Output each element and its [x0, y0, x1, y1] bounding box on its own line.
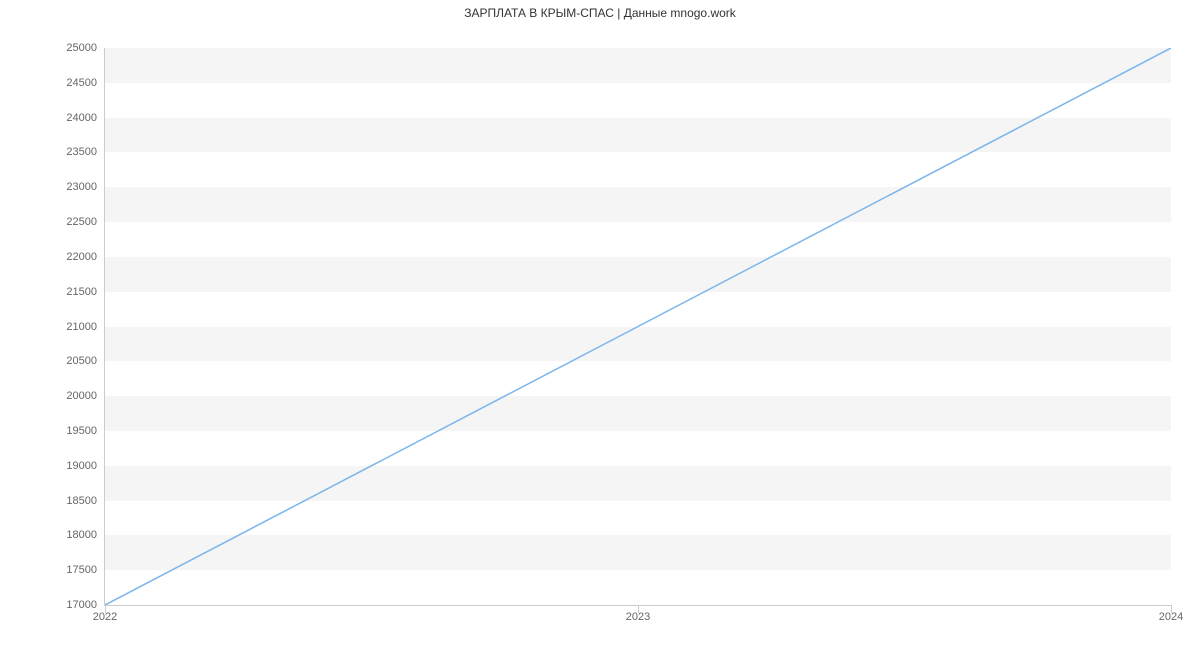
x-tick-label: 2022 [93, 611, 117, 623]
x-tick-label: 2024 [1159, 611, 1183, 623]
y-tick-label: 24500 [66, 77, 97, 89]
salary-chart: ЗАРПЛАТА В КРЫМ-СПАС | Данные mnogo.work… [0, 0, 1200, 650]
y-tick-label: 17000 [66, 599, 97, 611]
y-tick-label: 22500 [66, 216, 97, 228]
y-tick-label: 20000 [66, 390, 97, 402]
y-tick-label: 19500 [66, 425, 97, 437]
y-tick-label: 23500 [66, 146, 97, 158]
y-tick-label: 22000 [66, 251, 97, 263]
y-tick-label: 19000 [66, 460, 97, 472]
y-tick-label: 17500 [66, 564, 97, 576]
x-tick-label: 2023 [626, 611, 650, 623]
data-line [105, 48, 1171, 605]
y-tick-label: 18000 [66, 529, 97, 541]
y-tick-label: 21000 [66, 321, 97, 333]
y-tick-label: 23000 [66, 181, 97, 193]
y-tick-label: 21500 [66, 286, 97, 298]
y-tick-label: 20500 [66, 355, 97, 367]
chart-title: ЗАРПЛАТА В КРЫМ-СПАС | Данные mnogo.work [0, 6, 1200, 20]
y-tick-label: 18500 [66, 495, 97, 507]
y-tick-label: 24000 [66, 112, 97, 124]
y-tick-label: 25000 [66, 42, 97, 54]
plot-area: 1700017500180001850019000195002000020500… [104, 48, 1171, 606]
